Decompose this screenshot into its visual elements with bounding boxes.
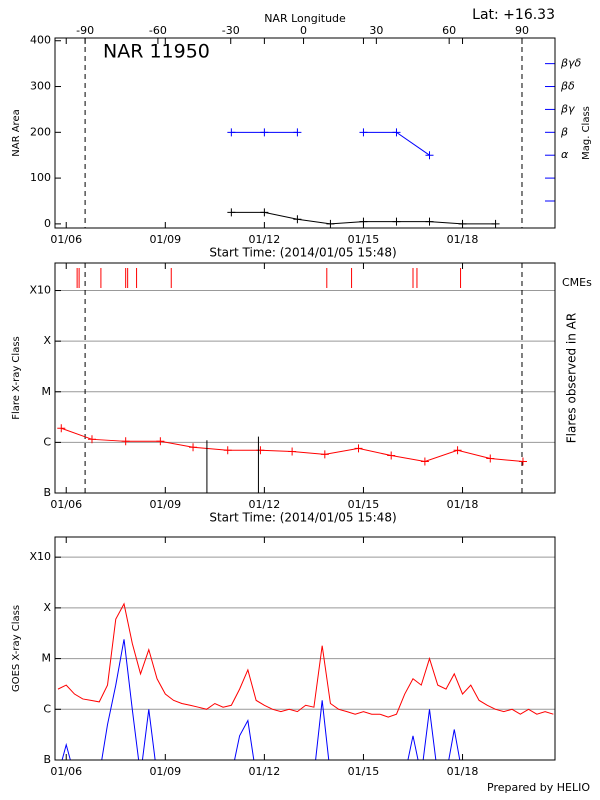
y-tick-label: B bbox=[43, 486, 51, 499]
series-line bbox=[61, 639, 461, 760]
plot-area bbox=[57, 602, 554, 760]
series-line bbox=[61, 427, 524, 462]
chart-title: NAR 11950 bbox=[103, 41, 210, 63]
x-tick-label: 01/18 bbox=[447, 498, 479, 511]
plot-frame bbox=[54, 262, 556, 494]
data-marker bbox=[392, 128, 401, 137]
x-tick-label: 01/09 bbox=[149, 233, 181, 246]
x-tick-label: 01/15 bbox=[348, 498, 380, 511]
data-marker bbox=[223, 446, 232, 455]
x-tick-label: 01/06 bbox=[50, 498, 82, 511]
plot-frame bbox=[54, 37, 556, 229]
x-tick-label: 01/06 bbox=[50, 233, 82, 246]
x-axis-label: Start Time: (2014/01/05 15:48) bbox=[209, 511, 396, 525]
x2-tick-label: 0 bbox=[300, 24, 307, 37]
x-tick-label: 01/12 bbox=[249, 233, 281, 246]
y2-tick-label: βγ bbox=[560, 102, 575, 115]
y-tick-label: 200 bbox=[30, 125, 51, 138]
chart-subtitle: Lat: +16.33 bbox=[472, 7, 555, 23]
x2-tick-label: 30 bbox=[369, 24, 383, 37]
panel: B C M X X10 01/06 01/09 01/12 01/15 01/18 Flare X-… bbox=[11, 262, 592, 525]
data-marker bbox=[87, 435, 96, 444]
data-marker bbox=[156, 437, 165, 446]
x-tick-label: 01/18 bbox=[447, 233, 479, 246]
data-marker bbox=[420, 457, 429, 466]
x-tick-label: 01/18 bbox=[447, 765, 479, 778]
y2-tick-label: βδ bbox=[560, 80, 575, 93]
x-tick-label: 01/15 bbox=[348, 765, 380, 778]
data-marker bbox=[387, 451, 396, 460]
y-tick-label: B bbox=[43, 753, 51, 766]
x-tick-label: 01/12 bbox=[249, 765, 281, 778]
data-marker bbox=[392, 217, 401, 226]
plot-frame bbox=[54, 536, 556, 761]
data-marker bbox=[288, 447, 297, 456]
y-tick-label: 0 bbox=[44, 217, 51, 230]
cme-label: CMEs bbox=[562, 276, 592, 289]
data-marker bbox=[227, 128, 236, 137]
x2-tick-label: 90 bbox=[515, 24, 529, 37]
y-tick-label: X10 bbox=[29, 284, 51, 297]
y2-tick-label: βγδ bbox=[560, 57, 582, 70]
y-axis-label: GOES X-ray Class bbox=[11, 605, 22, 692]
data-marker bbox=[518, 457, 527, 466]
x2-tick-label: -30 bbox=[222, 24, 240, 37]
y-axis-label: NAR Area bbox=[11, 109, 22, 156]
y2-tick-label: α bbox=[561, 148, 569, 161]
x-tick-label: 01/12 bbox=[249, 498, 281, 511]
x2-tick-label: 60 bbox=[442, 24, 456, 37]
data-marker bbox=[458, 219, 467, 228]
data-marker bbox=[453, 446, 462, 455]
y-tick-label: X10 bbox=[29, 550, 51, 563]
data-marker bbox=[359, 217, 368, 226]
data-marker bbox=[293, 128, 302, 137]
data-marker bbox=[326, 219, 335, 228]
data-marker bbox=[227, 208, 236, 217]
y-tick-label: 100 bbox=[30, 171, 51, 184]
data-marker bbox=[256, 446, 265, 455]
y2-axis-label: Mag. Class bbox=[581, 106, 592, 160]
data-marker bbox=[491, 219, 500, 228]
data-marker bbox=[486, 454, 495, 463]
series-line bbox=[231, 131, 430, 156]
y-tick-label: M bbox=[42, 652, 52, 665]
credit: Prepared by HELIO bbox=[487, 781, 590, 794]
x2-tick-label: -90 bbox=[76, 24, 94, 37]
plot-area bbox=[57, 268, 527, 493]
plot-area bbox=[227, 128, 500, 228]
x-tick-label: 01/15 bbox=[348, 233, 380, 246]
x-tick-label: 01/09 bbox=[149, 765, 181, 778]
y-tick-label: M bbox=[42, 385, 52, 398]
y-tick-label: 400 bbox=[30, 34, 51, 47]
series-line bbox=[57, 602, 554, 718]
y-axis-label: Flare X-ray Class bbox=[11, 336, 22, 420]
x2-tick-label: -60 bbox=[149, 24, 167, 37]
x2-axis-label: NAR Longitude bbox=[264, 12, 346, 25]
y-tick-label: X bbox=[43, 601, 51, 614]
y-tick-label: C bbox=[43, 435, 51, 448]
data-marker bbox=[425, 151, 434, 160]
data-marker bbox=[260, 128, 269, 137]
data-marker bbox=[189, 443, 198, 452]
data-marker bbox=[354, 444, 363, 453]
data-marker bbox=[425, 217, 434, 226]
x-tick-label: 01/09 bbox=[149, 498, 181, 511]
data-marker bbox=[293, 215, 302, 224]
data-marker bbox=[121, 437, 130, 446]
y2-tick-label: β bbox=[560, 125, 568, 138]
y-tick-label: X bbox=[43, 334, 51, 347]
data-marker bbox=[260, 208, 269, 217]
data-marker bbox=[57, 424, 66, 433]
data-marker bbox=[359, 128, 368, 137]
x-tick-label: 01/06 bbox=[50, 765, 82, 778]
data-marker bbox=[320, 450, 329, 459]
panel: B C M X X10 01/06 01/09 01/12 01/15 01/18 GOES X-r… bbox=[11, 536, 590, 794]
y-tick-label: C bbox=[43, 702, 51, 715]
y2-axis-label: Flares observed in AR bbox=[565, 313, 579, 443]
y-tick-label: 300 bbox=[30, 80, 51, 93]
x-axis-label: Start Time: (2014/01/05 15:48) bbox=[209, 246, 396, 260]
